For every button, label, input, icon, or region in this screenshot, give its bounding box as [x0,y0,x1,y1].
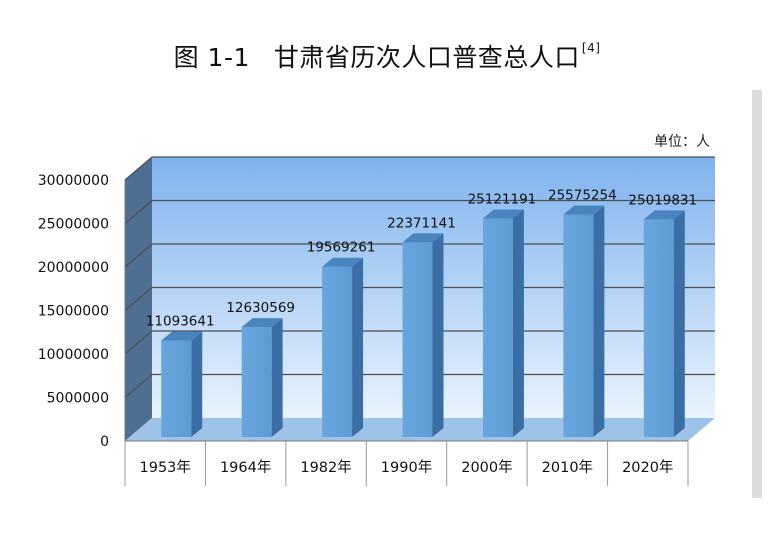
x-tick-label: 1982年 [300,459,351,476]
data-label: 22371141 [387,215,456,231]
bar-top [402,233,444,243]
chart-title: 图 1-1 甘肃省历次人口普查总人口 [4] [0,38,774,74]
gridline [124,286,715,311]
x-tick-label: 2010年 [542,459,593,476]
bar-side [271,318,283,437]
data-label: 12630569 [226,300,295,316]
bar [482,218,513,437]
bar [241,327,272,437]
y-tick-label: 30000000 [38,173,109,189]
y-tick-label: 25000000 [38,217,109,233]
y-tick-label: 0 [100,434,109,450]
bar-top [322,257,364,267]
bar [161,340,192,437]
bar-side [352,257,364,437]
unit-label: 单位：人 [654,134,710,150]
reference-mark: [4] [581,41,601,55]
data-label: 25019831 [628,192,697,208]
bar-side [432,233,444,437]
figure-number: 图 1-1 [173,43,250,72]
data-label: 25121191 [468,191,537,207]
y-tick-label: 10000000 [38,347,109,363]
y-tick-label: 5000000 [47,391,109,407]
y-tick-label: 20000000 [38,260,109,276]
bar [402,242,433,437]
y-tick-label: 15000000 [38,304,109,320]
data-label: 11093641 [146,313,215,329]
bar [322,266,353,437]
gridline [124,373,715,398]
bar [563,214,594,437]
bar-top [241,318,283,328]
data-label: 25575254 [548,187,617,203]
bar-top [643,210,685,220]
x-tick-label: 1964年 [220,459,271,476]
x-tick-label: 2020年 [622,459,673,476]
data-label: 19569261 [307,240,376,256]
bar-top [563,205,605,215]
bar-top [482,209,524,219]
bar [643,219,674,437]
gridline [124,199,715,224]
scrollbar[interactable] [752,90,762,498]
bar-side [191,331,203,437]
x-tick-label: 2000年 [461,459,512,476]
bar-top [161,331,203,341]
bar-side [512,209,524,437]
gridline [124,156,715,181]
gridline [124,330,715,355]
title-text: 甘肃省历次人口普查总人口 [273,43,580,72]
bar-side [673,210,685,437]
x-tick-label: 1953年 [140,459,191,476]
x-tick-label: 1990年 [381,459,432,476]
gridline [124,243,715,268]
bar-side [593,205,605,437]
